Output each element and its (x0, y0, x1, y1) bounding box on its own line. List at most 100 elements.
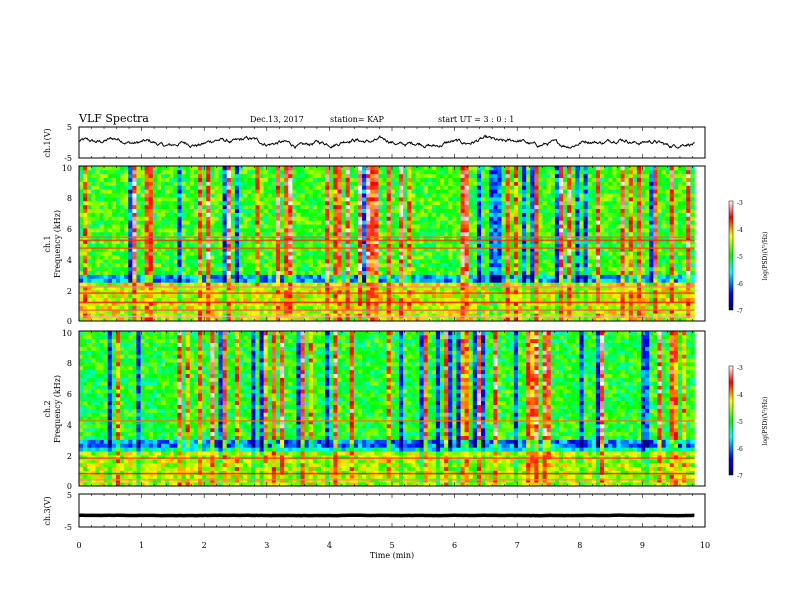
ch1-spectrogram-cell (452, 305, 457, 310)
ch1-spectrogram-cell (284, 193, 289, 198)
ch1-spectrogram-cell (292, 200, 297, 206)
ch1-spectrogram-cell (177, 243, 182, 248)
ch1-spectrogram-cell (95, 177, 100, 182)
ch1-spectrogram-cell (513, 212, 519, 217)
ch1-spectrogram-cell (271, 270, 277, 275)
ch1-spectrogram-cell (476, 259, 482, 264)
ch1-spectrogram-cell (468, 239, 474, 244)
ch1-spectrogram-cell (128, 243, 133, 248)
ch1-spectrogram-cell (493, 274, 498, 279)
ch1-spectrogram-cell (308, 243, 314, 248)
ch1-spectrogram-cell (152, 181, 158, 186)
ch1-spectrogram-cell (440, 177, 445, 182)
ch1-spectrogram-cell (79, 169, 84, 175)
ch1-spectrogram-cell (325, 212, 330, 217)
ch1-spectrogram-cell (218, 181, 223, 186)
ch1-spectrogram-cell (120, 305, 125, 310)
ch1-spectrogram-cell (583, 282, 589, 287)
ch1-spectrogram-cell (493, 228, 498, 233)
ch1-spectrogram-cell (169, 204, 174, 210)
ch1-spectrogram-cell (226, 181, 232, 186)
ch1-spectrogram-cell (87, 220, 92, 225)
ch1-spectrogram-cell (448, 255, 453, 260)
ch1-spectrogram-cell (292, 204, 297, 210)
ch1-spectrogram-cell (341, 255, 347, 260)
ch1-spectrogram-cell (173, 297, 178, 303)
ch1-spectrogram-cell (390, 212, 396, 217)
ch1-spectrogram-cell (193, 309, 199, 314)
ch1-spectrogram-cell (411, 243, 416, 248)
ch1-spectrogram-cell (394, 317, 400, 322)
ch1-spectrogram-cell (144, 305, 150, 310)
ch1-spectrogram-cell (95, 166, 100, 171)
ch1-spectrogram-cell (353, 200, 359, 206)
ch1-spectrogram-cell (288, 317, 293, 322)
ch1-spectrogram-cell (222, 216, 228, 221)
ch1-spectrogram-cell (374, 274, 379, 279)
ch1-spectrogram-cell (259, 282, 265, 287)
ch1-spectrogram-cell (312, 231, 318, 237)
ch1-spectrogram-cell (513, 270, 519, 275)
ch1-spectrogram-cell (353, 270, 359, 275)
ch1-spectrogram-cell (575, 255, 580, 260)
ch1-spectrogram-cell (230, 239, 236, 244)
ch1-spectrogram-cell (316, 262, 322, 268)
ch1-spectrogram-cell (263, 173, 269, 179)
ch1-spectrogram-cell (366, 216, 371, 221)
ch1-spectrogram-cell (464, 286, 470, 291)
ch1-spectrogram-cell (419, 197, 424, 202)
ch1-spectrogram-cell (218, 239, 223, 244)
ch1-spectrogram-cell (476, 185, 482, 190)
ch1-spectrogram-cell (115, 239, 121, 244)
ch1-spectrogram-cell (517, 282, 523, 287)
ch1-spectrogram-cell (316, 297, 322, 303)
ch1-spectrogram-cell (517, 169, 523, 175)
ch1-spectrogram-cell (103, 297, 109, 303)
ch1-spectrogram-cell (111, 305, 117, 310)
ch1-spectrogram-cell (390, 224, 396, 229)
ch1-spectrogram-cell (189, 204, 195, 210)
ch1-spectrogram-cell (415, 243, 420, 248)
ch1-spectrogram-cell (189, 197, 195, 202)
ch1-spectrogram-cell (316, 309, 322, 314)
ch1-spectrogram-cell (398, 231, 404, 237)
ch1-spectrogram-cell (321, 255, 326, 260)
ch1-spectrogram-cell (140, 247, 146, 252)
ch1-spectrogram-cell (238, 243, 244, 248)
ch1-spectrogram-cell (181, 173, 187, 179)
ch1-spectrogram-cell (362, 189, 367, 194)
ch1-spectrogram-cell (558, 305, 564, 310)
ch1-spectrogram-cell (357, 286, 363, 291)
ch1-spectrogram-cell (530, 181, 535, 186)
ch1-spectrogram-cell (558, 231, 564, 237)
ch1-spectrogram-cell (115, 305, 121, 310)
ch1-spectrogram-cell (132, 239, 137, 244)
ch1-spectrogram-cell (161, 216, 166, 221)
ch1-spectrogram-cell (448, 220, 453, 225)
ch1-spectrogram-cell (144, 166, 150, 171)
ch1-spectrogram-cell (321, 197, 326, 202)
ch1-spectrogram-cell (251, 220, 256, 225)
ch1-spectrogram-cell (91, 305, 96, 310)
ch1-spectrogram-cell (107, 270, 113, 275)
ch1-spectrogram-cell (415, 185, 420, 190)
ch1-spectrogram-cell (193, 197, 199, 202)
ch1-spectrogram-cell (218, 243, 223, 248)
ch1-spectrogram-cell (144, 255, 150, 260)
ch1-spectrogram-cell (111, 251, 117, 256)
ch1-spectrogram-cell (411, 309, 416, 314)
ch1-spectrogram-cell (271, 262, 277, 268)
ch1-spectrogram-cell (296, 224, 301, 229)
ch1-spectrogram-cell (177, 169, 182, 175)
ch1-spectrogram-cell (505, 305, 511, 310)
ch1-spectrogram-cell (419, 266, 424, 272)
ch1-spectrogram-cell (567, 216, 572, 221)
ch1-spectrogram-cell (79, 197, 84, 202)
ch1-spectrogram-cell (427, 274, 433, 279)
ch1-spectrogram-cell (120, 212, 125, 217)
ch1-spectrogram-cell (526, 251, 531, 256)
ch1-spectrogram-cell (587, 270, 593, 275)
ch1-spectrogram-cell (329, 278, 334, 283)
ch1-spectrogram-cell (161, 193, 166, 198)
ch1-spectrogram-cell (353, 255, 359, 260)
